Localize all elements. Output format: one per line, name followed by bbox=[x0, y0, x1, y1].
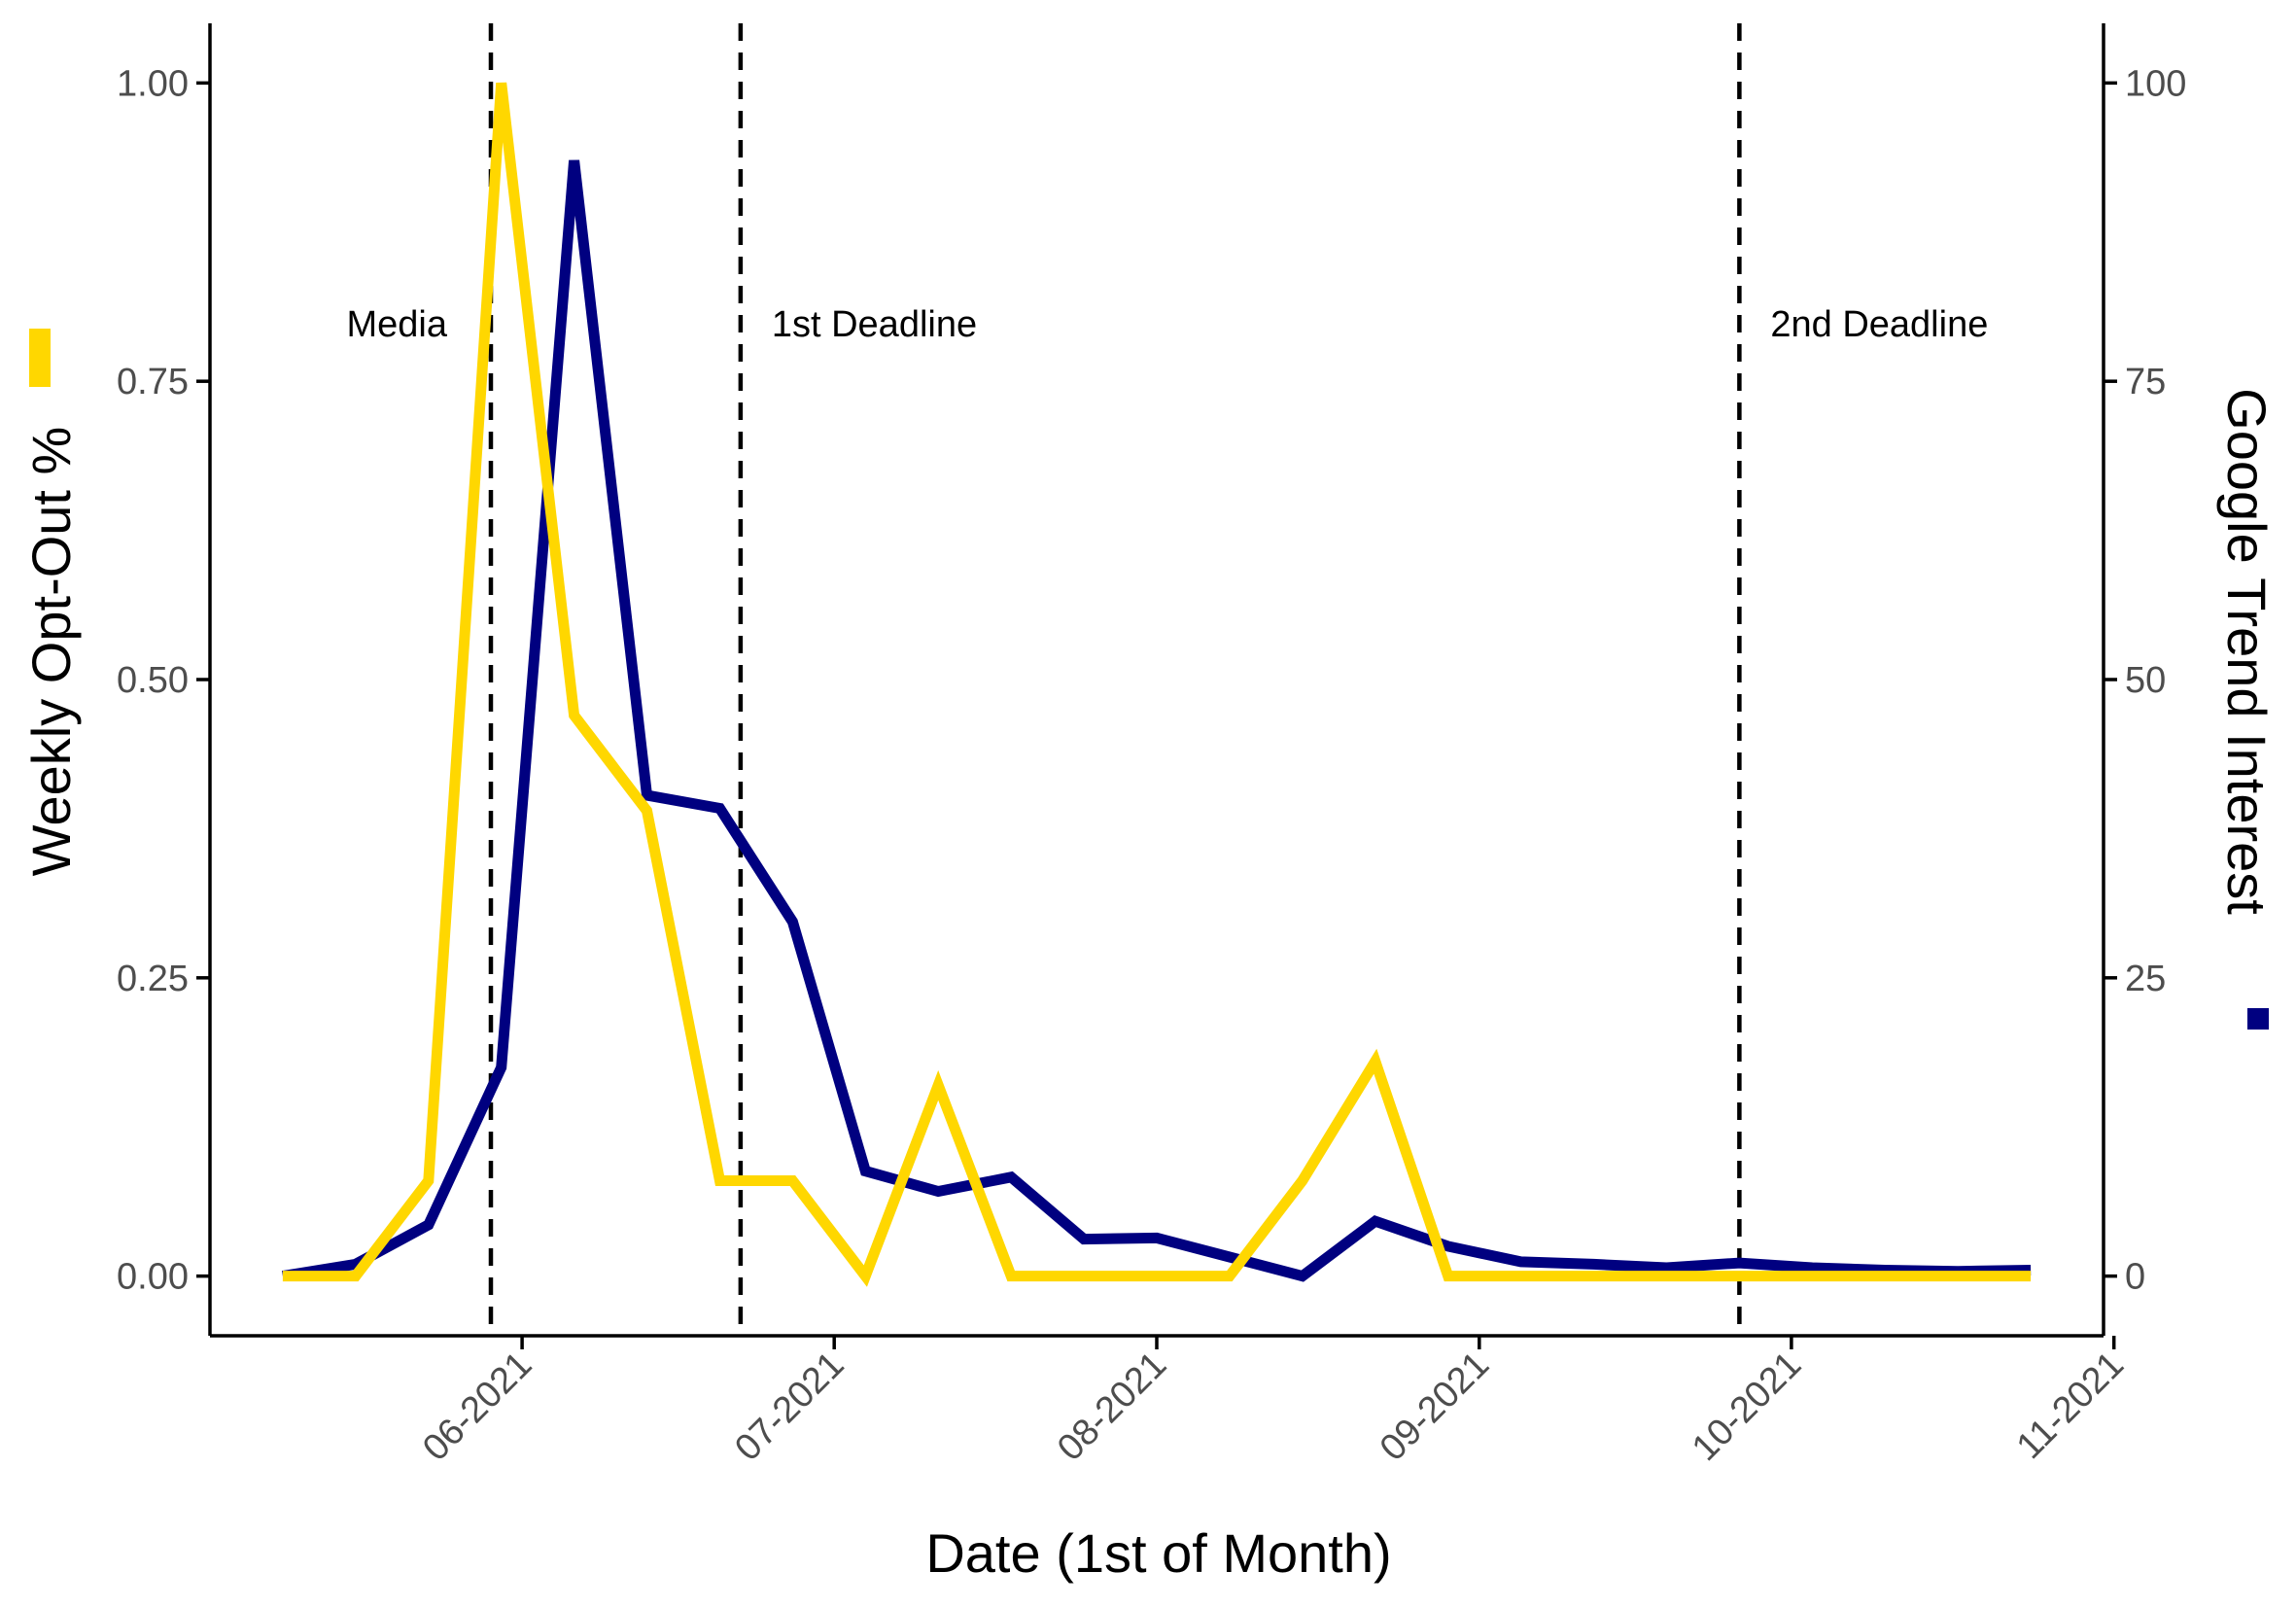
series-line-left bbox=[282, 82, 2032, 1287]
event-labels: Media 1st Deadline 2nd Deadline bbox=[346, 304, 1988, 345]
y-right-axis-title: Google Trend Interest bbox=[2216, 388, 2278, 915]
x-tick-label-5: 11-2021 bbox=[2009, 1345, 2132, 1467]
event-label-2: 2nd Deadline bbox=[1770, 304, 1988, 345]
event-label-0: Media bbox=[346, 304, 447, 345]
x-tick-label-4: 10-2021 bbox=[1685, 1345, 1809, 1469]
y-right-color-key bbox=[2247, 1008, 2269, 1030]
x-tick-label-0: 06-2021 bbox=[415, 1345, 539, 1469]
y-left-axis-title: Weekly Opt-Out % bbox=[20, 427, 82, 877]
y-right-tick-label-0: 0 bbox=[2125, 1257, 2145, 1298]
series-lines bbox=[282, 82, 2032, 1287]
x-tick-label-2: 08-2021 bbox=[1050, 1345, 1174, 1469]
x-ticks: 06-2021 07-2021 08-2021 09-2021 10-2021 11-20… bbox=[415, 1336, 2132, 1469]
y-left-tick-label-3: 0.75 bbox=[117, 362, 189, 402]
y-left-tick-label-0: 0.00 bbox=[117, 1257, 189, 1298]
y-right-tick-label-1: 25 bbox=[2125, 959, 2166, 999]
y-right-tick-label-2: 50 bbox=[2125, 660, 2166, 701]
y-left-tick-label-2: 0.50 bbox=[117, 660, 189, 701]
y-right-tick-label-3: 75 bbox=[2125, 362, 2166, 402]
event-lines bbox=[488, 23, 1742, 1336]
x-tick-label-1: 07-2021 bbox=[727, 1345, 852, 1469]
y-left-color-key bbox=[29, 329, 51, 387]
y-left-tick-label-4: 1.00 bbox=[117, 63, 189, 104]
x-axis-title: Date (1st of Month) bbox=[925, 1522, 1391, 1584]
right-axis-title-group: Google Trend Interest bbox=[2216, 388, 2278, 1030]
event-label-1: 1st Deadline bbox=[772, 304, 977, 345]
x-tick-label-3: 09-2021 bbox=[1373, 1345, 1497, 1469]
y-left-tick-label-1: 0.25 bbox=[117, 959, 189, 999]
series-line-right bbox=[282, 159, 2032, 1282]
y-right-ticks: 0 25 50 75 100 bbox=[2104, 63, 2186, 1298]
y-right-tick-label-4: 100 bbox=[2125, 63, 2186, 104]
left-axis-title-group: Weekly Opt-Out % bbox=[20, 329, 82, 876]
y-left-ticks: 0.00 0.25 0.50 0.75 1.00 bbox=[117, 63, 210, 1298]
